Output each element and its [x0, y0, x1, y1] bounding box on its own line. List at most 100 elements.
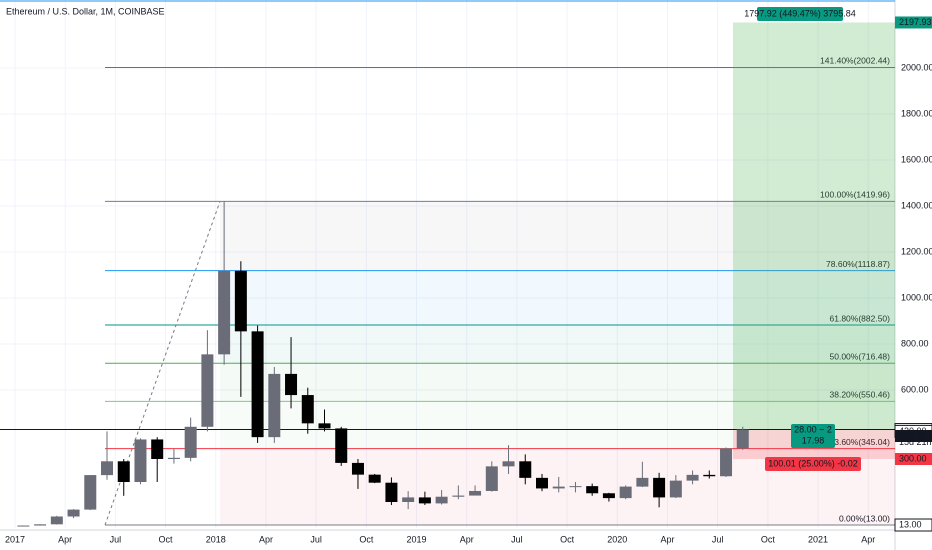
- candle-body: [686, 474, 699, 481]
- candle-body: [34, 524, 47, 526]
- candle-body: [301, 395, 314, 424]
- fib-zone: [220, 201, 895, 271]
- candle-body: [619, 486, 632, 499]
- candle-body: [151, 439, 164, 459]
- x-tick-label: 2019: [407, 534, 427, 544]
- x-tick-label: Oct: [560, 534, 575, 544]
- candle-body: [50, 516, 63, 525]
- target-label: 1797.92 (449.47%) 3795.84: [744, 8, 856, 18]
- candle-body: [402, 497, 415, 503]
- fib-label: 38.20%(550.46): [830, 390, 891, 400]
- candle-body: [351, 462, 364, 475]
- candle-body: [251, 331, 264, 438]
- fib-label: 100.00%(1419.96): [820, 190, 890, 200]
- x-tick-label: Apr: [861, 534, 875, 544]
- price-label-box: [894, 518, 932, 532]
- y-tick-label: 1000.00: [901, 292, 932, 302]
- candle-body: [469, 490, 482, 496]
- info-box: [791, 424, 835, 448]
- fib-zone: [220, 363, 895, 402]
- y-tick-label: 600.00: [901, 384, 929, 394]
- x-tick-label: Apr: [58, 534, 72, 544]
- candle-body: [602, 493, 615, 499]
- x-tick-label: Apr: [259, 534, 273, 544]
- fib-label: 78.60%(1118.87): [826, 259, 890, 269]
- fib-label: 23.60%(345.04): [830, 437, 891, 447]
- fib-zone: [220, 270, 895, 326]
- fib-zone: [220, 325, 895, 364]
- x-tick-label: Apr: [460, 534, 474, 544]
- candle-body: [736, 429, 749, 449]
- fib-label: 141.40%(2002.44): [820, 56, 890, 66]
- candle-body: [653, 477, 666, 498]
- chart-title: Ethereum / U.S. Dollar, 1M, COINBASE: [6, 6, 165, 16]
- stop-label-box: [765, 457, 861, 471]
- candle-body: [385, 482, 398, 503]
- x-tick-label: Oct: [359, 534, 374, 544]
- stop-label: 100.01 (25.00%) -0.02: [768, 458, 858, 468]
- price-label-box: [895, 429, 932, 442]
- candle-body: [285, 373, 298, 396]
- price-label: 400.01: [899, 430, 927, 440]
- y-tick-label: 1800.00: [901, 108, 932, 118]
- candle-body: [669, 480, 682, 498]
- price-label: 300.00: [899, 453, 927, 463]
- candle-body: [17, 525, 30, 527]
- price-label: 2197.93: [899, 17, 932, 27]
- y-tick-label: 800.00: [901, 338, 929, 348]
- candle-body: [485, 466, 498, 491]
- candle-body: [101, 461, 114, 476]
- x-tick-label: Jul: [712, 534, 724, 544]
- price-label-box: [895, 453, 932, 465]
- fib-zone: [220, 401, 895, 449]
- candle-body: [586, 486, 599, 494]
- candle-body: [703, 474, 716, 477]
- price-label-box: [895, 16, 932, 29]
- candle-body: [335, 428, 348, 463]
- y-tick-label: 1200.00: [901, 246, 932, 256]
- fib-label: 50.00%(716.48): [830, 351, 891, 361]
- x-tick-label: Oct: [159, 534, 174, 544]
- candle-body: [519, 461, 532, 478]
- candle-body: [167, 457, 180, 459]
- candle-body: [636, 477, 649, 487]
- info-label: 17.98: [802, 435, 825, 445]
- x-tick-label: Jul: [110, 534, 122, 544]
- price-label: 13.00: [899, 519, 922, 529]
- target-zone: [733, 22, 895, 430]
- info-label: 28.00 ~ 2: [794, 424, 832, 434]
- candle-body: [452, 495, 465, 497]
- candle-body: [368, 474, 381, 483]
- candle-body: [67, 509, 80, 517]
- x-tick-label: Jul: [511, 534, 523, 544]
- candle-body: [117, 461, 130, 482]
- x-tick-label: 2021: [808, 534, 828, 544]
- candle-body: [502, 461, 515, 467]
- candle-body: [134, 439, 147, 482]
- candle-body: [218, 270, 231, 355]
- candle-body: [535, 477, 548, 489]
- candle-body: [569, 486, 582, 488]
- x-tick-label: 2020: [607, 534, 627, 544]
- candle-body: [552, 486, 565, 489]
- x-tick-label: Jul: [310, 534, 322, 544]
- x-tick-label: Oct: [761, 534, 776, 544]
- candle-body: [201, 354, 214, 427]
- candle-body: [318, 423, 331, 429]
- y-tick-label: 2000.00: [901, 62, 932, 72]
- x-tick-label: 2017: [5, 534, 25, 544]
- candle-body: [268, 373, 281, 438]
- y-tick-label: 1600.00: [901, 154, 932, 164]
- candle-body: [435, 496, 448, 504]
- candle-body: [720, 448, 733, 477]
- y-tick-label: 1400.00: [901, 200, 932, 210]
- x-tick-label: 2018: [206, 534, 226, 544]
- candle-body: [418, 497, 431, 504]
- x-tick-label: Apr: [660, 534, 674, 544]
- countdown: 15d 21h: [899, 437, 932, 447]
- candle-body: [184, 426, 197, 458]
- fib-label: 61.80%(882.50): [830, 313, 891, 323]
- fib-label: 0.00%(13.00): [839, 513, 890, 523]
- target-label-box: [757, 7, 843, 21]
